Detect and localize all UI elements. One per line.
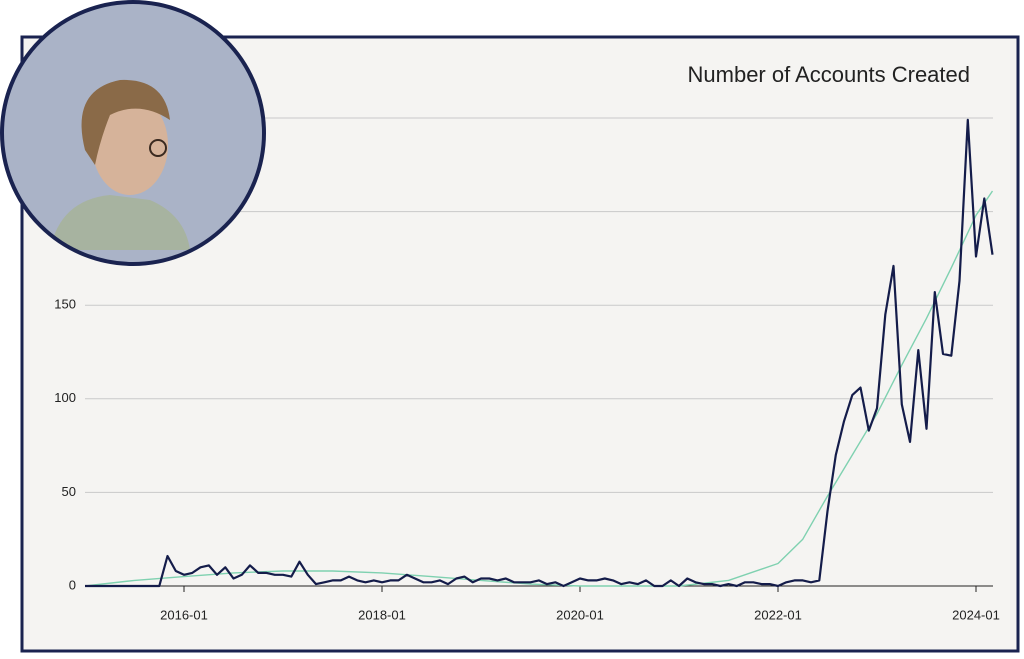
x-tick-label: 2022-01	[754, 607, 802, 622]
photo-glasses	[149, 139, 167, 157]
x-tick-label: 2020-01	[556, 607, 604, 622]
photo-border	[0, 0, 266, 266]
x-tick-label: 2018-01	[358, 607, 406, 622]
photo-hoodie	[50, 195, 190, 250]
presenter-photo	[0, 0, 266, 266]
x-tick-label: 2016-01	[160, 607, 208, 622]
y-tick-label: 50	[62, 484, 76, 499]
x-tick-label: 2024-01	[952, 607, 1000, 622]
chart-title: Number of Accounts Created	[688, 62, 970, 87]
y-tick-label: 0	[69, 577, 76, 592]
photo-hair	[81, 79, 170, 165]
y-tick-label: 100	[54, 390, 76, 405]
y-tick-label: 150	[54, 297, 76, 312]
photo-face	[92, 95, 168, 195]
data-line	[85, 118, 994, 588]
